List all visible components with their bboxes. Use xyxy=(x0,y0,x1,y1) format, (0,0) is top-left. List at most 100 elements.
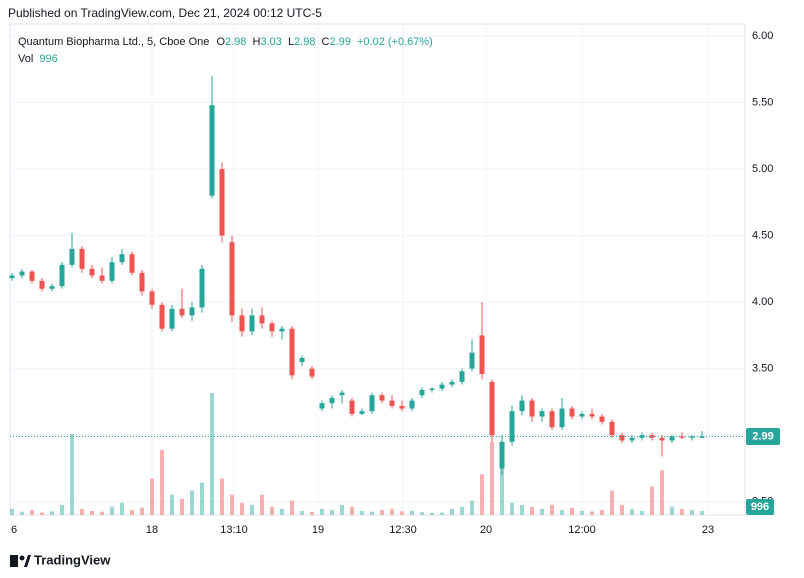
footer-logo: TradingView xyxy=(10,552,111,567)
legend-close-label: C xyxy=(322,36,330,48)
volume-bar xyxy=(700,510,704,515)
volume-bar xyxy=(650,486,654,515)
volume-bar xyxy=(630,508,634,515)
volume-bar xyxy=(370,511,374,515)
candle-body xyxy=(59,264,65,287)
candle-body xyxy=(109,262,115,281)
volume-bar xyxy=(420,512,424,515)
volume-bar xyxy=(530,506,534,515)
candle-body xyxy=(409,400,415,409)
volume-legend: Vol 996 xyxy=(18,53,58,65)
volume-bar xyxy=(580,510,584,515)
legend-open-label: O xyxy=(216,36,225,48)
candle-body xyxy=(19,271,25,276)
candle-body xyxy=(619,435,625,441)
candle-body xyxy=(659,437,665,441)
volume-bar xyxy=(550,504,554,515)
y-tick-label: 3.50 xyxy=(752,363,773,375)
candle-body xyxy=(509,411,515,442)
volume-legend-label: Vol xyxy=(18,53,33,65)
volume-bar xyxy=(340,504,344,515)
published-note: Published on TradingView.com, Dec 21, 20… xyxy=(8,6,322,20)
volume-bar xyxy=(200,482,204,515)
x-tick-label: 12:00 xyxy=(568,524,596,536)
last-price-box xyxy=(746,427,780,445)
volume-bar xyxy=(270,506,274,515)
candle-body xyxy=(379,395,385,401)
candle-body xyxy=(339,392,345,396)
candle-body xyxy=(699,436,705,438)
candle-body xyxy=(289,328,295,376)
axes: 2.503.003.504.004.505.005.506.0061813:10… xyxy=(10,30,780,536)
candle-body xyxy=(189,307,195,316)
candle-body xyxy=(149,291,155,305)
candle-body xyxy=(589,413,595,417)
volume-bar xyxy=(450,508,454,515)
candle-body xyxy=(489,381,495,436)
volume-bar xyxy=(220,478,224,515)
volume-bar xyxy=(90,510,94,515)
candle-body xyxy=(629,437,635,441)
volume-bar xyxy=(670,506,674,515)
candle-body xyxy=(479,335,485,374)
x-tick-label: 19 xyxy=(312,524,324,536)
candle-body xyxy=(669,436,675,441)
candle-body xyxy=(49,286,55,289)
volume-bar xyxy=(640,510,644,515)
volume-bar xyxy=(30,510,34,515)
volume-bar xyxy=(480,474,484,515)
candle-body xyxy=(429,388,435,390)
x-tick-label: 23 xyxy=(702,524,714,536)
candle-body xyxy=(499,441,505,469)
legend-low: 2.98 xyxy=(294,36,315,48)
logo-mark xyxy=(10,555,18,567)
footer-brand: TradingView xyxy=(34,552,111,567)
legend-high: 3.03 xyxy=(260,36,281,48)
candle-body xyxy=(79,248,85,269)
volume-bar xyxy=(120,502,124,515)
candle-body xyxy=(99,275,105,281)
candle-body xyxy=(329,397,335,404)
last-volume-label: 996 xyxy=(751,501,769,513)
volume-bar xyxy=(680,508,684,515)
volume-bar xyxy=(290,500,294,515)
candle-body xyxy=(159,304,165,329)
candle-body xyxy=(299,357,305,362)
candle-body xyxy=(419,389,425,396)
candle-body xyxy=(559,408,565,428)
volume-bar xyxy=(510,502,514,515)
candle-body xyxy=(319,403,325,409)
volume-bar xyxy=(250,504,254,515)
candle-body xyxy=(439,384,445,389)
volume-bar xyxy=(500,466,504,515)
volume-bar xyxy=(60,504,64,515)
candle-body xyxy=(529,400,535,417)
candle-body xyxy=(129,254,135,273)
legend-high-label: H xyxy=(253,36,261,48)
candle-body xyxy=(249,315,255,332)
volume-bar xyxy=(50,511,54,515)
volume-bar xyxy=(590,511,594,515)
volume-bar xyxy=(410,510,414,515)
volume-bar xyxy=(260,494,264,515)
volume-bar xyxy=(470,500,474,515)
candle-body xyxy=(349,400,355,414)
candle-body xyxy=(359,411,365,414)
candle-body xyxy=(519,400,525,412)
candle-body xyxy=(169,308,175,329)
volume-bar xyxy=(280,508,284,515)
legend-open: 2.98 xyxy=(225,36,246,48)
candle-body xyxy=(89,268,95,276)
candle-body xyxy=(279,328,285,332)
volume-bar xyxy=(330,510,334,515)
y-tick-label: 4.50 xyxy=(752,229,773,241)
volume-bar xyxy=(320,508,324,515)
volume-bar xyxy=(10,508,14,515)
candle-body xyxy=(209,105,215,196)
volume-bar xyxy=(40,512,44,515)
last-price-label: 2.99 xyxy=(752,430,773,442)
volume-bar xyxy=(140,507,144,515)
candle-body xyxy=(449,381,455,385)
logo-dot xyxy=(19,555,25,561)
